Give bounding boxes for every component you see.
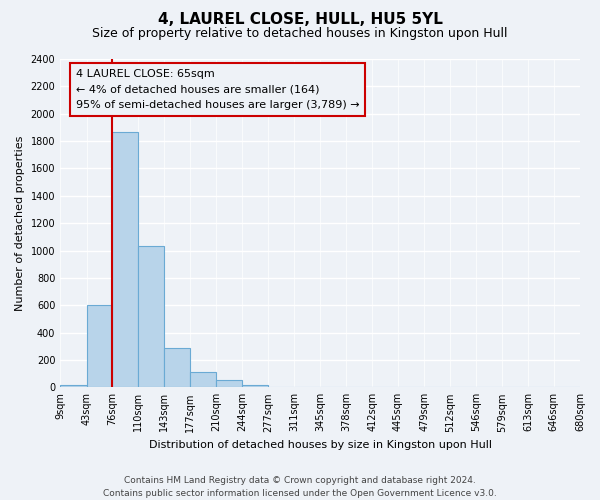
Bar bbox=[190, 372, 216, 388]
Bar bbox=[164, 348, 190, 388]
Text: 4, LAUREL CLOSE, HULL, HU5 5YL: 4, LAUREL CLOSE, HULL, HU5 5YL bbox=[158, 12, 442, 28]
Text: 4 LAUREL CLOSE: 65sqm
← 4% of detached houses are smaller (164)
95% of semi-deta: 4 LAUREL CLOSE: 65sqm ← 4% of detached h… bbox=[76, 69, 359, 110]
Bar bbox=[242, 384, 268, 388]
Text: Contains HM Land Registry data © Crown copyright and database right 2024.
Contai: Contains HM Land Registry data © Crown c… bbox=[103, 476, 497, 498]
Text: Size of property relative to detached houses in Kingston upon Hull: Size of property relative to detached ho… bbox=[92, 28, 508, 40]
Bar bbox=[60, 384, 86, 388]
Bar bbox=[86, 305, 112, 388]
Bar bbox=[216, 380, 242, 388]
X-axis label: Distribution of detached houses by size in Kingston upon Hull: Distribution of detached houses by size … bbox=[149, 440, 491, 450]
Y-axis label: Number of detached properties: Number of detached properties bbox=[15, 136, 25, 311]
Bar bbox=[139, 246, 164, 388]
Bar bbox=[112, 132, 139, 388]
